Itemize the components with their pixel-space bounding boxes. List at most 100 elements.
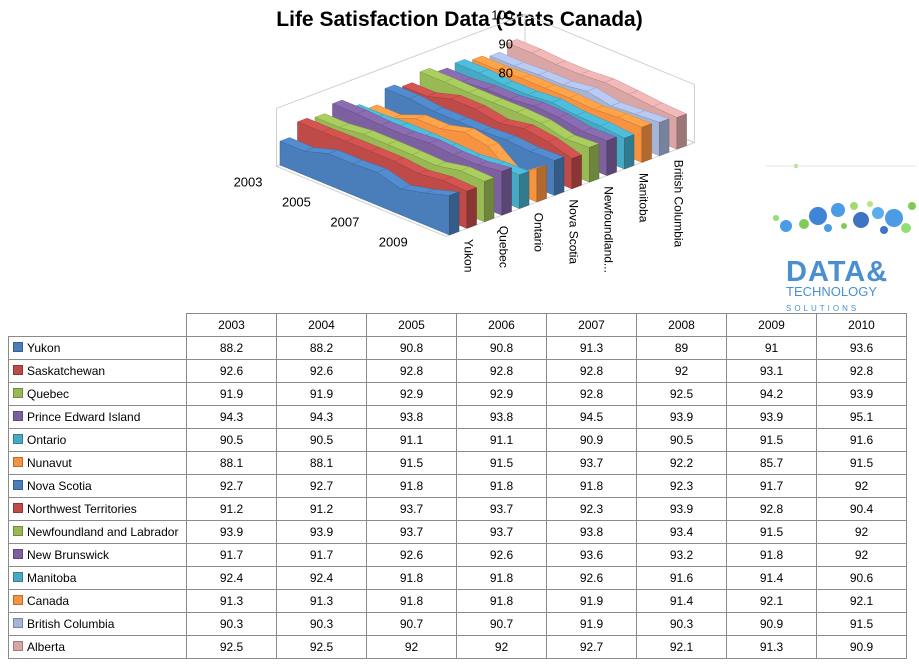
table-cell: 90.9 — [726, 612, 817, 636]
table-cell: 93.7 — [366, 497, 457, 521]
table-row: Saskatchewan 92.6 92.6 92.8 92.8 92.8 92 93.1 92… — [8, 359, 907, 383]
ribbon-end — [641, 123, 652, 163]
legend-swatch — [13, 457, 23, 467]
ribbon-end — [676, 113, 687, 150]
table-cell: 92.5 — [186, 635, 277, 659]
series-name: Yukon — [27, 341, 61, 355]
x-tick-label: 2007 — [330, 214, 359, 229]
table-cell: 93.9 — [636, 497, 727, 521]
logo-bubble — [867, 201, 873, 207]
series-name: Nova Scotia — [27, 479, 92, 493]
depth-axis-label: Quebec — [497, 226, 511, 268]
series-name: Ontario — [27, 433, 67, 447]
legend-swatch — [13, 503, 23, 513]
table-cell: 85.7 — [726, 451, 817, 475]
table-col-header: 2003 — [186, 313, 277, 337]
series-name: Quebec — [27, 387, 70, 401]
series-name: Canada — [27, 594, 70, 608]
table-cell: 90.4 — [816, 497, 907, 521]
depth-axis-label: British Columbia — [672, 160, 686, 248]
table-row-label: Prince Edward Island — [8, 405, 187, 429]
table-cell: 91.7 — [186, 543, 277, 567]
depth-axis-label: Nova Scotia — [567, 199, 581, 264]
table-cell: 89 — [636, 336, 727, 360]
table-cell: 88.1 — [276, 451, 367, 475]
table-col-header: 2007 — [546, 313, 637, 337]
table-cell: 92.1 — [726, 589, 817, 613]
table-cell: 91.8 — [726, 543, 817, 567]
table-cell: 91.6 — [816, 428, 907, 452]
table-cell: 93.2 — [636, 543, 727, 567]
table-col-header: 2006 — [456, 313, 547, 337]
table-col-header: 2009 — [726, 313, 817, 337]
table-cell: 91.9 — [276, 382, 367, 406]
series-name: Nunavut — [27, 456, 72, 470]
table-cell: 91.5 — [816, 612, 907, 636]
table-row-label: Yukon — [8, 336, 187, 360]
logo-bubble — [850, 202, 858, 210]
table-cell: 90.3 — [186, 612, 277, 636]
table-col-header: 2010 — [816, 313, 907, 337]
table-cell: 90.3 — [276, 612, 367, 636]
table-cell: 91.5 — [816, 451, 907, 475]
table-cell: 92 — [816, 543, 907, 567]
table-cell: 92.3 — [636, 474, 727, 498]
table-row-label: Ontario — [8, 428, 187, 452]
logo-bubbles — [766, 164, 916, 234]
series-name: Newfoundland and Labrador — [27, 525, 179, 539]
table-row: Newfoundland and Labrador 93.9 93.9 93.7 93.… — [8, 520, 907, 544]
table-cell: 92.8 — [546, 359, 637, 383]
ribbon-end — [501, 167, 512, 216]
legend-swatch — [13, 388, 23, 398]
logo-bubble — [773, 215, 779, 221]
table-cell: 92.9 — [456, 382, 547, 406]
table-cell: 91.1 — [366, 428, 457, 452]
depth-axis-label: Manitoba — [637, 173, 651, 223]
legend-swatch — [13, 572, 23, 582]
logo-bubble — [799, 219, 809, 229]
depth-axis-label: Ontario — [532, 213, 546, 253]
legend-swatch — [13, 411, 23, 421]
legend-swatch — [13, 549, 23, 559]
y-tick-label: 100 — [491, 8, 513, 23]
table-cell: 92.8 — [726, 497, 817, 521]
table-cell: 93.7 — [546, 451, 637, 475]
x-tick-label: 2005 — [282, 194, 311, 209]
table-cell: 92.7 — [546, 635, 637, 659]
table-cell: 90.3 — [636, 612, 727, 636]
ribbon-end — [606, 136, 617, 176]
table-cell: 91.8 — [366, 474, 457, 498]
table-cell: 91.8 — [456, 589, 547, 613]
table-cell: 91.6 — [636, 566, 727, 590]
table-row: Alberta 92.5 92.5 92 92 92.7 92.1 91.3 90.9 — [8, 635, 907, 659]
logo-text-data: DATA& — [786, 256, 889, 288]
table-cell: 93.4 — [636, 520, 727, 544]
ribbon-end — [589, 143, 600, 183]
depth-axis-label: Newfoundland... — [602, 186, 616, 273]
table-cell: 92.5 — [636, 382, 727, 406]
table-cell: 93.7 — [456, 520, 547, 544]
table-cell: 93.7 — [366, 520, 457, 544]
table-cell: 93.6 — [546, 543, 637, 567]
table-cell: 91.5 — [456, 451, 547, 475]
series-name: Prince Edward Island — [27, 410, 141, 424]
table-row: Quebec 91.9 91.9 92.9 92.9 92.8 92.5 94.2 93.9 — [8, 382, 907, 406]
series-name: Manitoba — [27, 571, 77, 585]
table-row: Nova Scotia 92.7 92.7 91.8 91.8 91.8 92.3 91.7 9… — [8, 474, 907, 498]
chart-ribbons — [279, 39, 688, 236]
table-cell: 92.8 — [366, 359, 457, 383]
table-cell: 92.1 — [636, 635, 727, 659]
logo-bubble — [831, 203, 845, 217]
table-cell: 91.8 — [456, 474, 547, 498]
table-cell: 90.5 — [186, 428, 277, 452]
logo-text-technology: TECHNOLOGY SOLUTIONS — [786, 284, 877, 314]
table-row: Ontario 90.5 90.5 91.1 91.1 90.9 90.5 91.5 91.6 — [8, 428, 907, 452]
table-cell: 92.7 — [276, 474, 367, 498]
table-cell: 93.1 — [726, 359, 817, 383]
logo-bubble — [853, 212, 869, 228]
table-row-label: Quebec — [8, 382, 187, 406]
x-tick-label: 2003 — [234, 174, 263, 189]
table-col-header: 2005 — [366, 313, 457, 337]
table-row-label: Alberta — [8, 635, 187, 659]
table-cell: 92.6 — [456, 543, 547, 567]
